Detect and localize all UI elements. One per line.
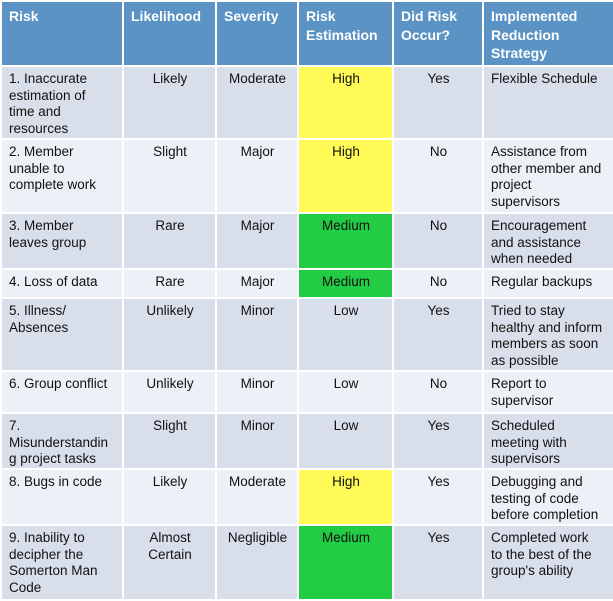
- risk-cell: 7. Misunderstandin g project tasks: [0, 412, 124, 470]
- table-row: 8. Bugs in code Likely Moderate High Yes Debu…: [0, 468, 613, 526]
- did-risk-occur-cell: No: [392, 370, 484, 414]
- risk-estimation-cell: Low: [297, 297, 394, 372]
- severity-cell: Negligible: [215, 524, 299, 601]
- reduction-strategy-cell: Report to supervisor: [482, 370, 613, 414]
- risk-cell: 5. Illness/ Absences: [0, 297, 124, 372]
- likelihood-cell: Slight: [122, 138, 217, 214]
- severity-cell: Minor: [215, 297, 299, 372]
- severity-cell: Moderate: [215, 468, 299, 526]
- reduction-strategy-cell: Assistance from other member and project…: [482, 138, 613, 214]
- risk-cell: 9. Inability to decipher the Somerton Ma…: [0, 524, 124, 601]
- risk-cell: 8. Bugs in code: [0, 468, 124, 526]
- risk-estimation-cell: Medium: [297, 524, 394, 601]
- likelihood-cell: Unlikely: [122, 297, 217, 372]
- reduction-strategy-cell: Flexible Schedule: [482, 65, 613, 140]
- header-severity: Severity: [215, 0, 299, 67]
- likelihood-cell: Unlikely: [122, 370, 217, 414]
- header-did-risk-occur: Did Risk Occur?: [392, 0, 484, 67]
- severity-cell: Major: [215, 138, 299, 214]
- severity-cell: Minor: [215, 370, 299, 414]
- table-row: 5. Illness/ Absences Unlikely Minor Low Yes T…: [0, 297, 613, 372]
- did-risk-occur-cell: No: [392, 268, 484, 299]
- risk-cell: 3. Member leaves group: [0, 212, 124, 270]
- reduction-strategy-cell: Debugging and testing of code before com…: [482, 468, 613, 526]
- likelihood-cell: Likely: [122, 65, 217, 140]
- likelihood-cell: Almost Certain: [122, 524, 217, 601]
- table-row: 3. Member leaves group Rare Major Medium No E…: [0, 212, 613, 270]
- reduction-strategy-cell: Encouragement and assistance when needed: [482, 212, 613, 270]
- risk-estimation-cell: Low: [297, 412, 394, 470]
- did-risk-occur-cell: Yes: [392, 524, 484, 601]
- reduction-strategy-cell: Completed work to the best of the group'…: [482, 524, 613, 601]
- header-row: Risk Likelihood Severity Risk Estimation…: [0, 0, 613, 67]
- table-row: 7. Misunderstandin g project tasks Slight…: [0, 412, 613, 470]
- risk-estimation-cell: Low: [297, 370, 394, 414]
- severity-cell: Moderate: [215, 65, 299, 140]
- likelihood-cell: Likely: [122, 468, 217, 526]
- did-risk-occur-cell: Yes: [392, 412, 484, 470]
- likelihood-cell: Rare: [122, 268, 217, 299]
- did-risk-occur-cell: Yes: [392, 65, 484, 140]
- table-row: 9. Inability to decipher the Somerton Ma…: [0, 524, 613, 601]
- reduction-strategy-cell: Scheduled meeting with supervisors: [482, 412, 613, 470]
- table-row: 2. Member unable to complete work Slight M…: [0, 138, 613, 214]
- risk-cell: 1. Inaccurate estimation of time and res…: [0, 65, 124, 140]
- did-risk-occur-cell: No: [392, 212, 484, 270]
- risk-estimation-cell: Medium: [297, 212, 394, 270]
- risk-estimation-cell: High: [297, 65, 394, 140]
- table-row: 1. Inaccurate estimation of time and res…: [0, 65, 613, 140]
- header-risk-estimation: Risk Estimation: [297, 0, 394, 67]
- table-row: 6. Group conflict Unlikely Minor Low No Repor…: [0, 370, 613, 414]
- header-reduction-strategy: Implemented Reduction Strategy: [482, 0, 613, 67]
- risk-cell: 6. Group conflict: [0, 370, 124, 414]
- severity-cell: Minor: [215, 412, 299, 470]
- risk-cell: 2. Member unable to complete work: [0, 138, 124, 214]
- likelihood-cell: Rare: [122, 212, 217, 270]
- risk-cell: 4. Loss of data: [0, 268, 124, 299]
- likelihood-cell: Slight: [122, 412, 217, 470]
- reduction-strategy-cell: Tried to stay healthy and inform members…: [482, 297, 613, 372]
- header-likelihood: Likelihood: [122, 0, 217, 67]
- header-risk: Risk: [0, 0, 124, 67]
- severity-cell: Major: [215, 212, 299, 270]
- risk-estimation-cell: Medium: [297, 268, 394, 299]
- did-risk-occur-cell: Yes: [392, 297, 484, 372]
- did-risk-occur-cell: Yes: [392, 468, 484, 526]
- reduction-strategy-cell: Regular backups: [482, 268, 613, 299]
- did-risk-occur-cell: No: [392, 138, 484, 214]
- table-row: 4. Loss of data Rare Major Medium No Regular …: [0, 268, 613, 299]
- severity-cell: Major: [215, 268, 299, 299]
- risk-estimation-cell: High: [297, 138, 394, 214]
- risk-estimation-cell: High: [297, 468, 394, 526]
